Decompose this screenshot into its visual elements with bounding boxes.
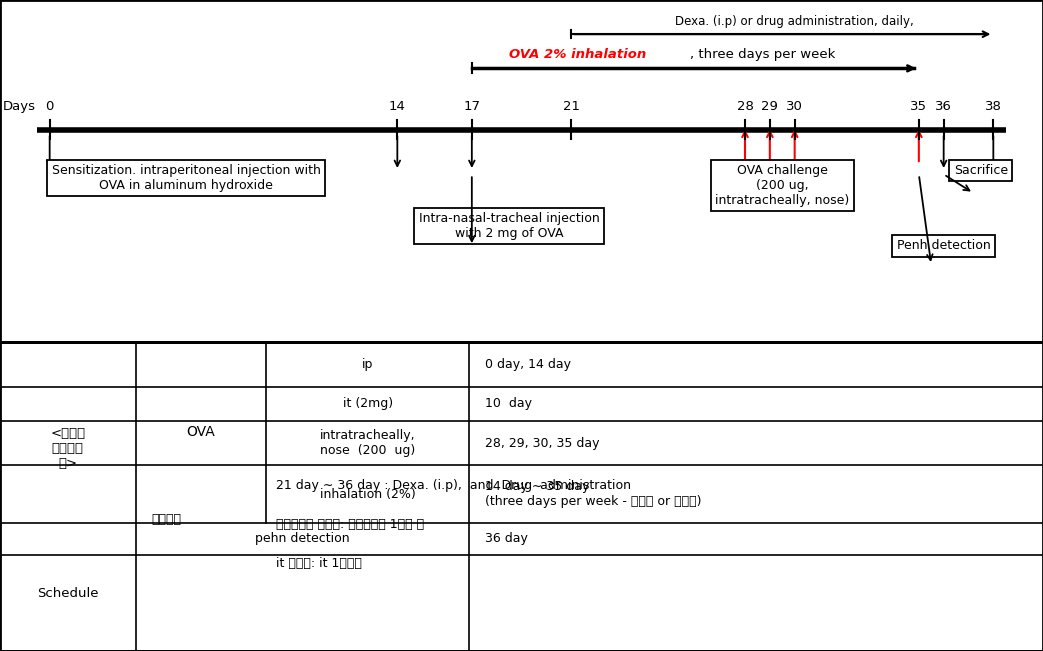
- Text: 0 day, 14 day: 0 day, 14 day: [485, 357, 571, 370]
- Text: 28, 29, 30, 35 day: 28, 29, 30, 35 day: [485, 437, 600, 450]
- Text: Sensitization. intraperitoneal injection with
OVA in aluminum hydroxide: Sensitization. intraperitoneal injection…: [52, 164, 320, 192]
- Text: it (2mg): it (2mg): [342, 397, 393, 410]
- Text: 레봇라이저 시행일: 레봇라이저 1시간 전: 레봇라이저 시행일: 레봇라이저 1시간 전: [276, 518, 425, 531]
- Text: Days: Days: [2, 100, 35, 113]
- Text: 38: 38: [985, 100, 1001, 113]
- Text: 0: 0: [46, 100, 54, 113]
- Text: 14 day ∼ 35 day
(three days per week - 월수금 or 화목토): 14 day ∼ 35 day (three days per week - 월…: [485, 480, 702, 508]
- Text: 36 day: 36 day: [485, 533, 528, 546]
- Text: 17: 17: [463, 100, 481, 113]
- Text: pehn detection: pehn detection: [256, 533, 349, 546]
- Text: 30: 30: [786, 100, 803, 113]
- Text: 28: 28: [736, 100, 753, 113]
- Text: Sacrifice: Sacrifice: [954, 164, 1008, 177]
- Text: 29: 29: [761, 100, 778, 113]
- Text: ip: ip: [362, 357, 373, 370]
- Text: 21 day ∼ 36 day : Dexa. (i.p),  and  Drug  administration: 21 day ∼ 36 day : Dexa. (i.p), and Drug …: [276, 479, 631, 492]
- Text: Schedule: Schedule: [38, 587, 98, 600]
- Text: , three days per week: , three days per week: [690, 48, 835, 61]
- Text: Dexa. (i.p) or drug administration, daily,: Dexa. (i.p) or drug administration, dail…: [675, 15, 914, 28]
- Text: 21: 21: [562, 100, 580, 113]
- Text: Penh detection: Penh detection: [897, 240, 991, 252]
- Text: <천식비
염복합모
델>: <천식비 염복합모 델>: [50, 427, 86, 470]
- Text: 36: 36: [936, 100, 952, 113]
- Text: intratracheally,
nose  (200  ug): intratracheally, nose (200 ug): [320, 429, 415, 457]
- Text: Intra-nasal-tracheal injection
with 2 mg of OVA: Intra-nasal-tracheal injection with 2 mg…: [418, 212, 600, 240]
- Text: 14: 14: [389, 100, 406, 113]
- Text: OVA challenge
(200 ug,
intratracheally, nose): OVA challenge (200 ug, intratracheally, …: [715, 164, 849, 207]
- Text: it 시행일: it 1시간전: it 시행일: it 1시간전: [276, 557, 362, 570]
- Text: OVA: OVA: [187, 425, 215, 439]
- Text: 10  day: 10 day: [485, 397, 532, 410]
- Text: 35: 35: [911, 100, 927, 113]
- Text: OVA 2% inhalation: OVA 2% inhalation: [509, 48, 647, 61]
- Text: 약물투여: 약물투여: [151, 513, 181, 526]
- Text: inhalation (2%): inhalation (2%): [320, 488, 415, 501]
